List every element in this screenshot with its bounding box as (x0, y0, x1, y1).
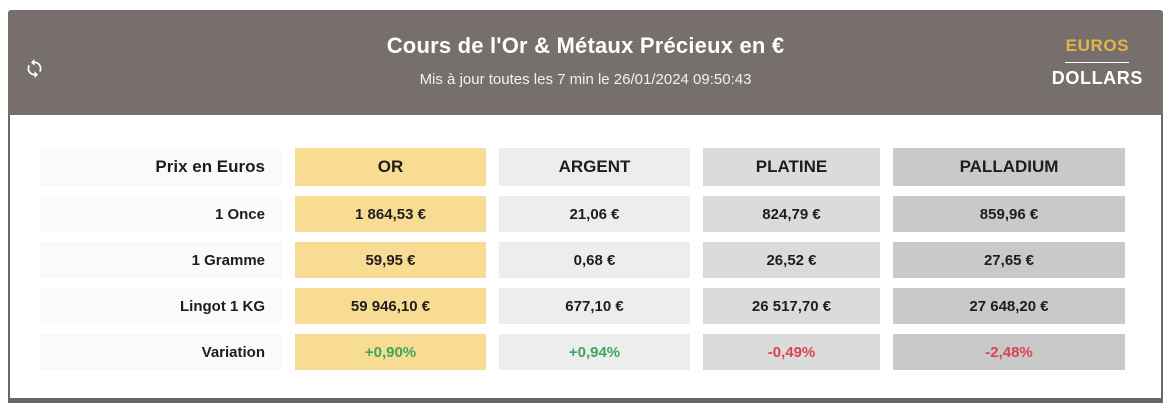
row-label-once: 1 Once (40, 196, 282, 232)
cell-variation-platine: -0,49% (703, 334, 880, 370)
currency-option-euros[interactable]: EUROS (1065, 36, 1130, 55)
cell-gramme-palladium: 27,65 € (893, 242, 1125, 278)
cell-gramme-or: 59,95 € (295, 242, 486, 278)
col-header-argent: ARGENT (499, 148, 690, 186)
cell-gramme-platine: 26,52 € (703, 242, 880, 278)
col-header-palladium: PALLADIUM (893, 148, 1125, 186)
header-titles: Cours de l'Or & Métaux Précieux en € Mis… (8, 10, 1163, 88)
cell-variation-argent: +0,94% (499, 334, 690, 370)
widget-body: Prix en Euros OR ARGENT PLATINE PALLADIUM 1 O… (8, 115, 1163, 403)
price-table: Prix en Euros OR ARGENT PLATINE PALLADIUM 1 O… (40, 148, 1161, 370)
cell-gramme-argent: 0,68 € (499, 242, 690, 278)
cell-once-platine: 824,79 € (703, 196, 880, 232)
currency-divider (1065, 62, 1130, 63)
cell-once-palladium: 859,96 € (893, 196, 1125, 232)
cell-lingot-argent: 677,10 € (499, 288, 690, 324)
widget-header: Cours de l'Or & Métaux Précieux en € Mis… (8, 10, 1163, 115)
cell-once-argent: 21,06 € (499, 196, 690, 232)
cell-once-or: 1 864,53 € (295, 196, 486, 232)
corner-label: Prix en Euros (40, 148, 282, 186)
page-title: Cours de l'Or & Métaux Précieux en € (386, 33, 785, 58)
row-label-gramme: 1 Gramme (40, 242, 282, 278)
update-status: Mis à jour toutes les 7 min le 26/01/202… (419, 71, 752, 88)
currency-option-dollars[interactable]: DOLLARS (1051, 68, 1143, 88)
precious-metals-widget: Cours de l'Or & Métaux Précieux en € Mis… (8, 10, 1163, 403)
refresh-icon (27, 58, 41, 78)
cell-variation-or: +0,90% (295, 334, 486, 370)
row-label-variation: Variation (40, 334, 282, 370)
col-header-or: OR (295, 148, 486, 186)
cell-lingot-or: 59 946,10 € (295, 288, 486, 324)
cell-lingot-palladium: 27 648,20 € (893, 288, 1125, 324)
cell-lingot-platine: 26 517,70 € (703, 288, 880, 324)
cell-variation-palladium: -2,48% (893, 334, 1125, 370)
row-label-lingot: Lingot 1 KG (40, 288, 282, 324)
currency-toggle: EUROS DOLLARS (1052, 36, 1143, 89)
col-header-platine: PLATINE (703, 148, 880, 186)
refresh-button[interactable] (21, 55, 47, 81)
